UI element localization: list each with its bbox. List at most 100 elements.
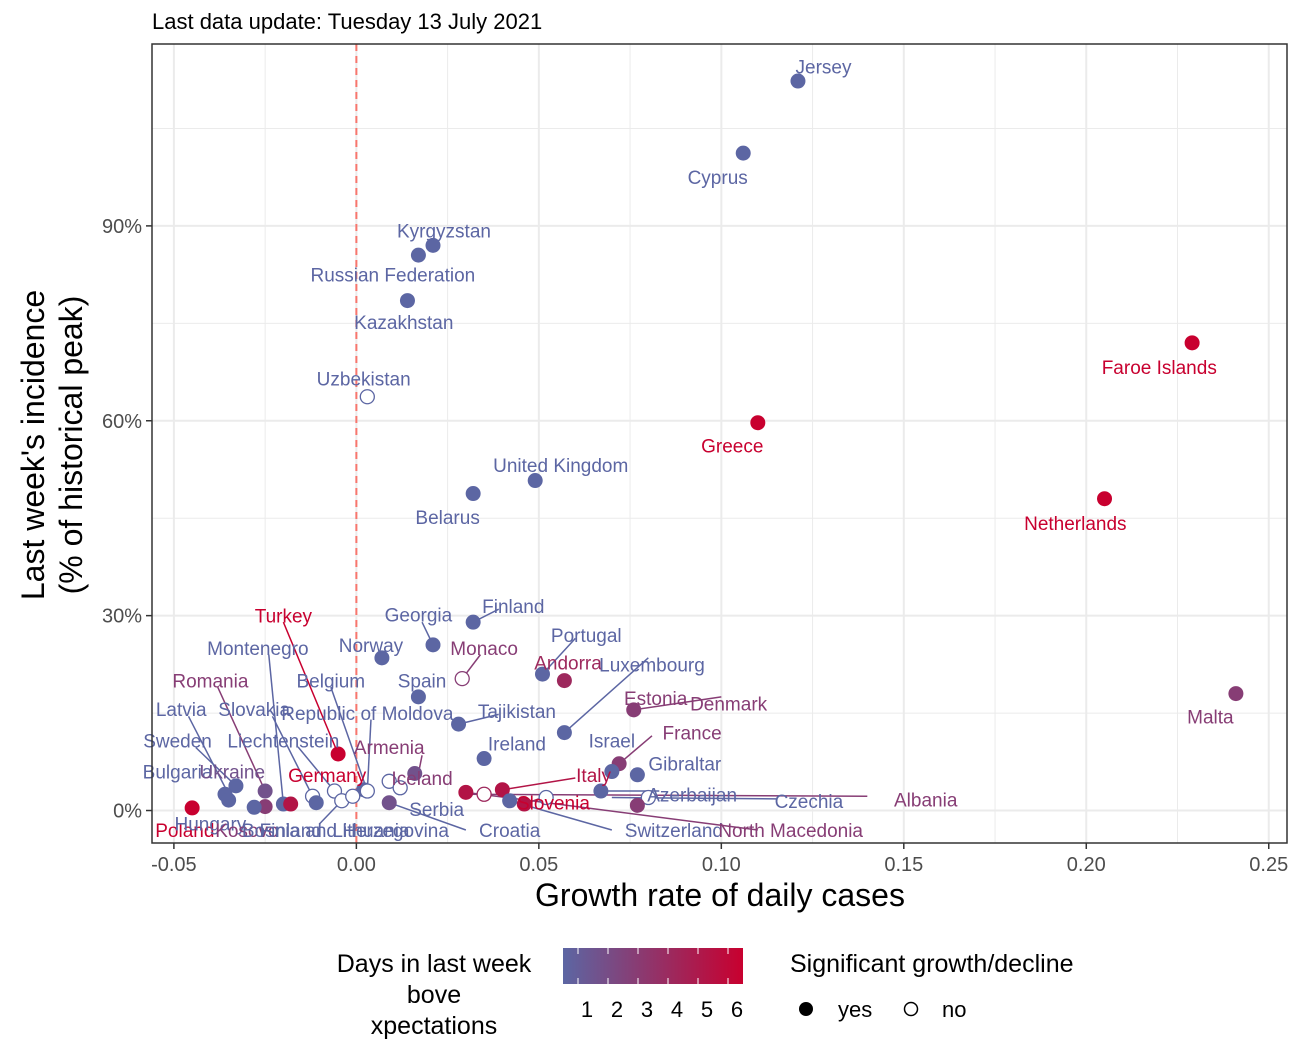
data-point [392,780,408,796]
label-leader-line [563,657,649,734]
data-point [629,797,645,813]
point-label: Tajikistan [478,702,556,723]
label-leader-line [388,802,467,831]
point-label: Montenegro [207,639,308,660]
color-scale-tick-label: 6 [731,997,743,1022]
point-label: Cyprus [688,168,748,189]
x-tick-label: 0.10 [702,854,741,876]
data-point [425,237,441,253]
point-label: Greece [701,436,763,457]
x-tick-label: 0.20 [1067,854,1106,876]
data-point [257,799,273,815]
point-label: Gibraltar [648,755,722,776]
data-point [345,788,361,804]
data-point [228,778,244,794]
point-label: Estonia [624,689,688,710]
data-point [640,789,656,806]
point-label: Kosovo [215,821,278,842]
y-tick-label: 60% [102,411,142,433]
data-point [246,799,262,815]
data-point [465,614,481,630]
color-scale-tick-label: 1 [581,997,593,1022]
point-label: Israel [589,731,635,752]
point-label: Portugal [551,626,622,647]
point-label: Kazakhstan [354,313,453,334]
label-leader-line [282,621,339,755]
data-point [184,800,200,816]
point-label: Ukraine [200,763,265,784]
x-tick-label: 0.00 [337,854,376,876]
point-label: Norway [339,636,404,657]
point-label: Hungary [174,815,246,836]
point-label: Sweden [143,731,212,752]
data-point [750,415,766,431]
data-point [790,73,806,89]
data-point [425,637,441,653]
point-label: Finland [482,597,544,618]
data-point [1097,491,1113,507]
label-leader-line [195,746,237,787]
data-point [629,767,645,783]
label-leader-line [271,715,314,797]
data-point [502,793,518,809]
data-point [308,795,324,811]
legend-no-marker [903,1001,919,1017]
point-label: Liechtenstein [227,731,339,752]
data-point [458,784,474,800]
point-label: France [663,724,722,745]
point-label: Kyrgyzstan [397,221,491,242]
point-label: Faroe Islands [1102,358,1217,379]
data-point [451,716,467,732]
point-label: Armenia [354,738,425,759]
point-label: Republic of Moldova [281,704,454,725]
color-scale-tick-label: 4 [671,997,683,1022]
y-tick-label: 0% [113,801,142,823]
data-point [465,486,481,502]
legend-color-title-line-1: Days in last week [337,950,532,978]
point-label: Croatia [479,821,541,842]
point-label: Russian Federation [310,266,475,287]
subtitle: Last data update: Tuesday 13 July 2021 [152,9,542,34]
data-point [407,765,423,781]
data-point [359,389,375,405]
data-point [534,666,550,682]
label-leader-line [187,715,230,795]
x-tick-label: 0.25 [1249,854,1288,876]
point-label: Latvia [156,700,207,721]
legend-yes-marker [799,1002,813,1016]
point-label: Andorra [534,653,602,674]
data-point [494,782,510,798]
axes: -0.05 0.00 0.05 0.10 0.15 0.20 0.25 0% 30% 60% 90% [102,43,1288,876]
point-label: Albania [894,790,958,811]
label-leader-line [611,796,777,800]
label-leader-line [330,686,369,792]
data-point [1228,686,1244,702]
point-label: United Kingdom [493,456,628,477]
y-tick-label: 90% [102,216,142,238]
data-point [476,751,492,767]
color-scale-tick-label: 3 [641,997,653,1022]
data-point [257,783,273,799]
plot-area: Jersey Cyprus Kyrgyzstan Russian Federation… [143,44,1287,843]
legend-no-label: no [942,997,966,1022]
y-axis-title-line-2: (% of historical peak) [53,296,89,595]
point-label: Iceland [391,769,452,790]
color-scale-bar [563,948,743,984]
point-label: Switzerland [625,821,723,842]
point-label: Finland [260,821,322,842]
data-point [330,746,346,762]
point-label: Romania [172,672,248,693]
data-point [410,247,426,263]
point-label: Azerbaijan [647,785,737,806]
label-leader-line [633,696,722,711]
label-leader-line [541,637,576,675]
point-label: Italy [576,766,611,787]
label-leader-line [217,686,266,792]
data-point [454,671,470,687]
point-label: Bosnia and Herzegovina [242,821,449,842]
color-scale-tick-label: 5 [701,997,713,1022]
data-point [399,293,415,309]
point-label: Georgia [385,605,453,626]
